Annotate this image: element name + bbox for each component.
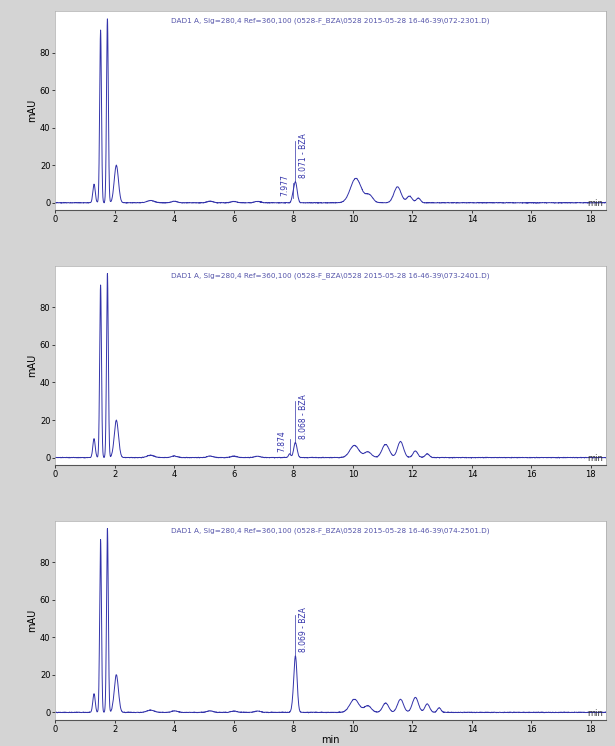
Text: 7.977: 7.977	[280, 175, 289, 196]
Text: DAD1 A, Sig=280,4 Ref=360,100 (0528-F_BZA\0528 2015-05-28 16-46-39\072-2301.D): DAD1 A, Sig=280,4 Ref=360,100 (0528-F_BZ…	[172, 17, 490, 24]
Y-axis label: mAU: mAU	[27, 99, 37, 122]
Text: 8.069 - BZA: 8.069 - BZA	[299, 607, 308, 652]
Text: min: min	[587, 199, 603, 208]
Text: 8.071 - BZA: 8.071 - BZA	[299, 134, 308, 178]
Y-axis label: mAU: mAU	[27, 354, 37, 377]
Text: DAD1 A, Sig=280,4 Ref=360,100 (0528-F_BZA\0528 2015-05-28 16-46-39\074-2501.D): DAD1 A, Sig=280,4 Ref=360,100 (0528-F_BZ…	[172, 527, 490, 533]
Y-axis label: mAU: mAU	[27, 609, 37, 632]
X-axis label: min: min	[321, 735, 340, 745]
Text: 7.874: 7.874	[277, 430, 286, 452]
Text: min: min	[587, 709, 603, 718]
Text: 8.068 - BZA: 8.068 - BZA	[299, 394, 308, 439]
Text: DAD1 A, Sig=280,4 Ref=360,100 (0528-F_BZA\0528 2015-05-28 16-46-39\073-2401.D): DAD1 A, Sig=280,4 Ref=360,100 (0528-F_BZ…	[172, 272, 490, 279]
Text: min: min	[587, 454, 603, 463]
